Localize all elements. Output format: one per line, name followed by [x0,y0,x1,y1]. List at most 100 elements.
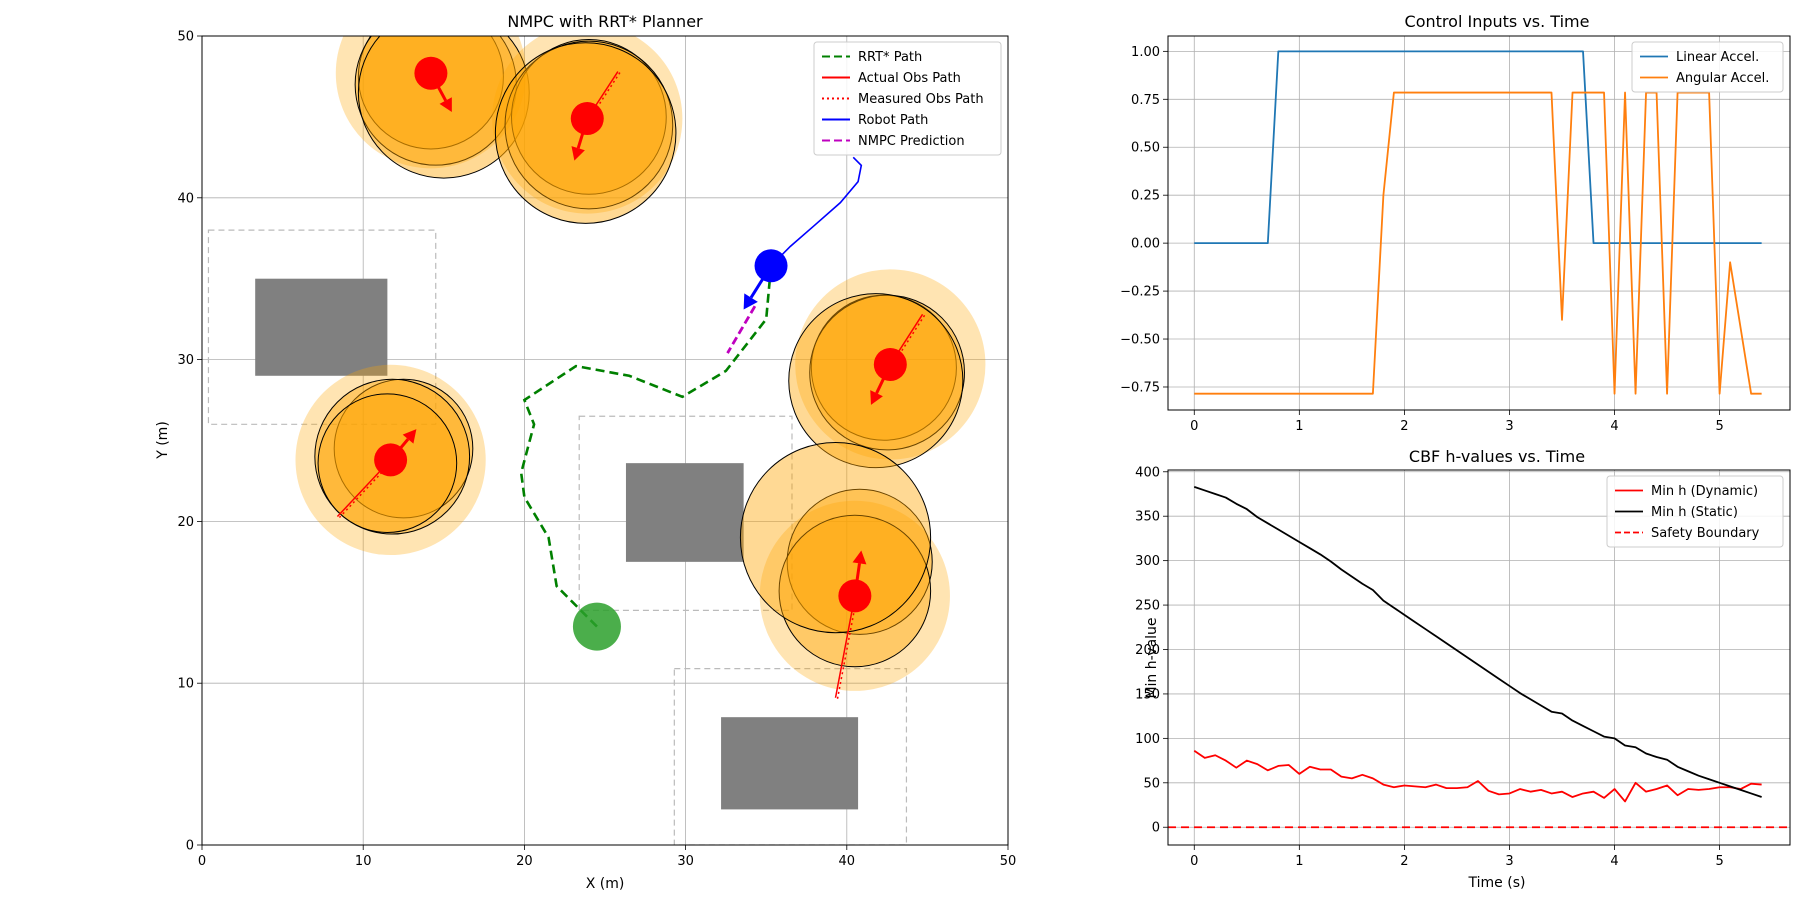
cbf-x-tick-label: 0 [1190,854,1198,869]
nmpc-legend-label: Measured Obs Path [858,92,984,107]
obstacle-velocity-arrow [389,429,417,461]
obstacle-velocity-arrow [571,118,589,161]
obstacle-prediction-ring [357,36,504,150]
cbf-legend-label: Min h (Dynamic) [1651,484,1758,499]
control-legend-label: Angular Accel. [1676,71,1769,86]
control-y-tick-label: −0.50 [1120,333,1160,348]
nmpc-y-tick-label: 10 [177,677,194,692]
control-x-tick-label: 2 [1400,419,1408,434]
obstacle-prediction-ring [739,441,932,634]
cbf-y-tick-label: 400 [1135,465,1160,480]
cbf-hvalues-plot: CBF h-values vs. Time Time (s) Min h-val… [1135,447,1791,891]
obstacle-velocity-arrow [870,363,892,405]
obstacle-velocity-arrow-shaft [875,363,892,394]
obstacle-velocity-arrow [852,550,867,597]
obstacle-prediction-ring [788,293,964,469]
nmpc-x-tick-label: 50 [1000,854,1017,869]
obstacle-actual-path [834,595,856,698]
control-y-tick-label: 0.75 [1131,93,1160,108]
nmpc-plot-title: NMPC with RRT* Planner [507,12,703,31]
control-frame [1167,35,1791,411]
angular-accel-line [1194,91,1762,395]
cbf-x-tick-label: 5 [1715,854,1723,869]
control-y-tick-label: 1.00 [1131,45,1160,60]
nmpc-y-tick-label: 40 [177,191,194,206]
static-obstacle [721,717,859,810]
nmpc-x-tick-label: 0 [198,854,206,869]
control-legend-box [1631,41,1784,93]
obstacle-velocity-arrow-shaft [429,72,448,102]
nmpc-x-tick-label: 30 [677,854,694,869]
cbf-y-tick-label: 0 [1152,821,1160,836]
robot-path-line [770,156,863,267]
robot-heading-arrow-shaft [749,264,773,299]
min-h-static-line [1193,486,1762,798]
obstacle-velocity-arrow-head [402,429,417,444]
cbf-legend-label: Safety Boundary [1651,526,1760,541]
cbf-y-tick-label: 50 [1143,776,1160,791]
control-x-tick-label: 1 [1295,419,1303,434]
nmpc-legend-label: Actual Obs Path [858,71,961,86]
obstacle-velocity-arrow-head [870,390,883,405]
obstacle-velocity-arrow-head [852,550,867,565]
rrt-star-path [519,265,773,628]
cbf-legend: Min h (Dynamic) Min h (Static) Safety Boun… [1606,475,1784,548]
control-x-tick-label: 0 [1190,419,1198,434]
robot-heading-arrow-head [743,293,758,310]
cbf-x-axis-label: Time (s) [1468,875,1526,891]
nmpc-prediction-line [726,305,757,354]
nmpc-y-tick-label: 20 [177,515,194,530]
dynamic-obstacle [295,364,486,556]
nmpc-legend-box [813,41,1002,156]
nmpc-y-tick-label: 50 [177,30,194,45]
cbf-y-tick-label: 350 [1135,510,1160,525]
control-x-tick-label: 5 [1715,419,1723,434]
control-inputs-plot: Control Inputs vs. Time 0 1 2 3 4 5 −0.75 −0.50… [1120,12,1791,434]
cbf-y-axis-label: Min h-value [1144,617,1160,698]
nmpc-plot-area [207,36,986,845]
control-y-tick-label: 0.00 [1131,237,1160,252]
control-y-tick-label: −0.75 [1120,380,1160,395]
cbf-plot-title: CBF h-values vs. Time [1409,447,1585,466]
cbf-y-tick-label: 200 [1135,643,1160,658]
control-y-tick-label: 0.25 [1131,189,1160,204]
nmpc-x-tick-label: 20 [516,854,533,869]
cbf-legend-label: Min h (Static) [1651,505,1738,520]
nmpc-ticks: 0 10 20 30 40 50 0 10 20 30 40 50 [177,30,1016,870]
nmpc-y-tick-label: 0 [186,839,194,854]
control-grid [1168,36,1790,410]
dynamic-obstacle [739,441,950,699]
control-x-tick-label: 3 [1505,419,1513,434]
cbf-x-tick-label: 4 [1610,854,1618,869]
obstacle-velocity-arrow-shaft [576,118,589,149]
obstacle-prediction-ring [357,36,530,179]
static-obstacle [625,463,744,562]
dynamic-obstacle [788,269,986,469]
static-obstacle-safety-zone [578,415,793,611]
control-legend: Linear Accel. Angular Accel. [1631,41,1784,93]
cbf-x-tick-label: 3 [1505,854,1513,869]
goal-marker [572,602,621,651]
control-plot-title: Control Inputs vs. Time [1405,12,1590,31]
obstacle-velocity-arrow-shaft [389,438,410,461]
robot-heading-arrow [743,264,773,310]
static-obstacle-safety-zone [673,668,908,845]
static-obstacle [255,278,388,376]
nmpc-trajectory-plot: NMPC with RRT* Planner X (m) Y (m) 0 10 20… [155,12,1016,892]
nmpc-x-tick-label: 40 [839,854,856,869]
cbf-legend-box [1606,475,1784,548]
control-x-tick-label: 4 [1610,419,1618,434]
dynamic-obstacle [335,36,530,179]
nmpc-y-tick-label: 30 [177,353,194,368]
cbf-x-tick-label: 1 [1295,854,1303,869]
nmpc-frame [201,35,1009,846]
obstacle-velocity-arrow-head [439,97,452,113]
cbf-y-tick-label: 100 [1135,732,1160,747]
obstacle-prediction-ring [354,36,517,166]
obstacle-velocity-arrow-shaft [853,563,861,597]
control-ticks: 0 1 2 3 4 5 −0.75 −0.50 −0.25 0.00 0.25 0.50 0.75 1.0… [1120,45,1724,434]
min-h-dynamic-line [1193,750,1762,803]
nmpc-x-axis-label: X (m) [586,876,625,892]
nmpc-legend-label: RRT* Path [858,50,922,65]
